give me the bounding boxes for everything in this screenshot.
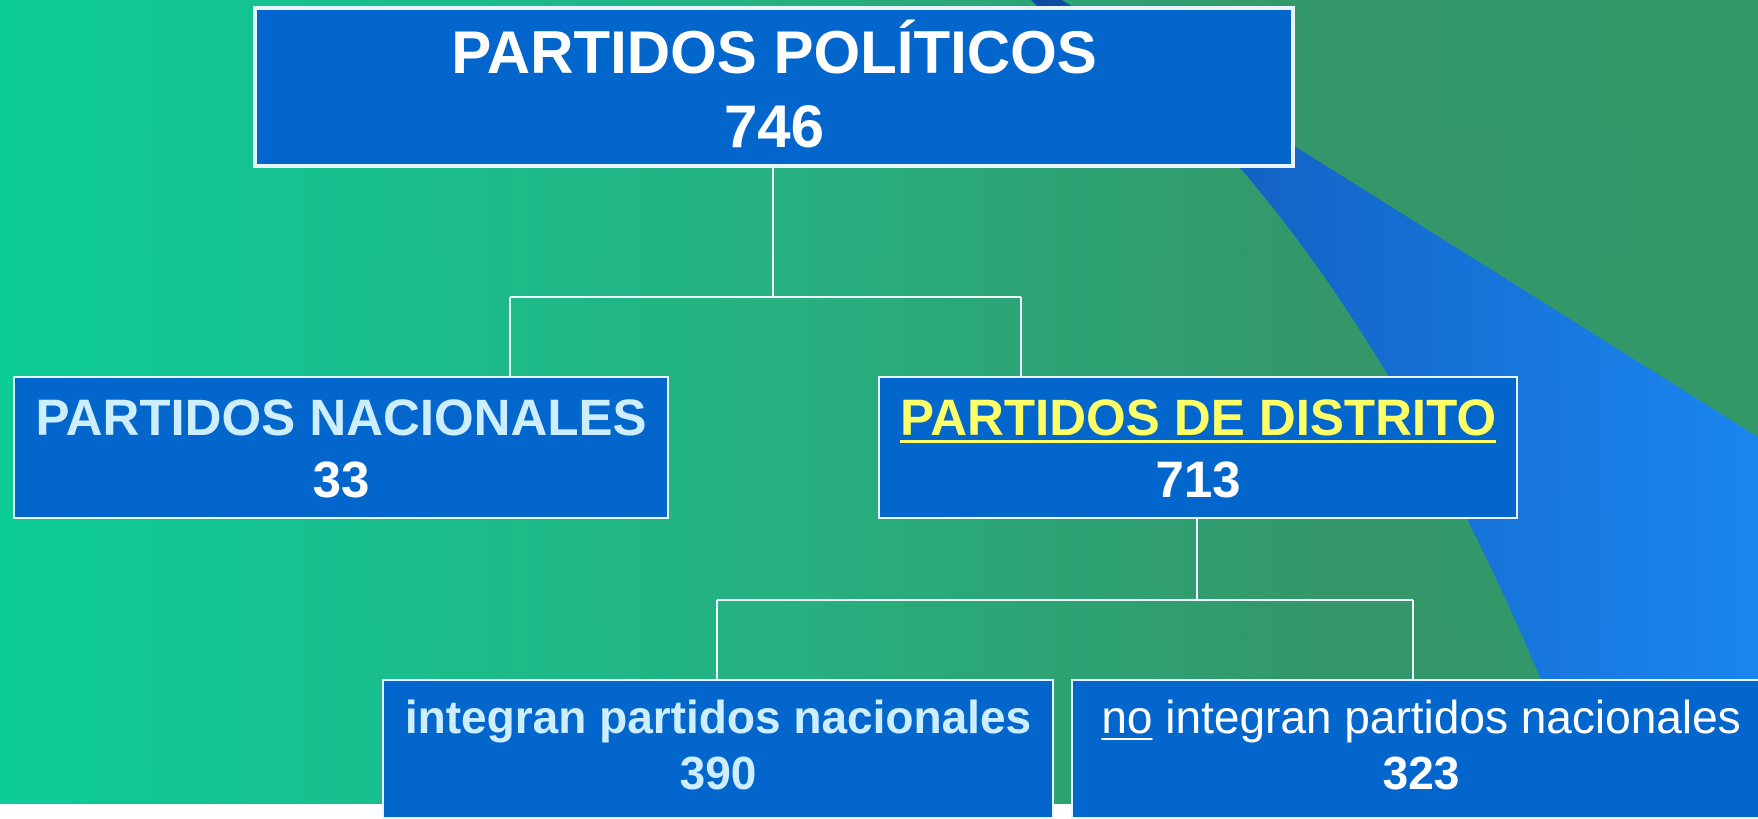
node-label-emphasis: no	[1101, 691, 1153, 743]
node-value: 713	[1155, 451, 1241, 508]
node-value: 746	[723, 93, 825, 160]
node-label: PARTIDOS DE DISTRITO	[900, 389, 1496, 446]
node: no integran partidos nacionales 323	[1071, 679, 1758, 819]
node-label: PARTIDOS POLÍTICOS	[451, 19, 1097, 86]
node-label: integran partidos nacionales	[1165, 691, 1741, 743]
swoosh	[1031, 0, 1758, 804]
node: PARTIDOS POLÍTICOS 746	[253, 6, 1295, 168]
connectors	[509, 168, 1414, 679]
node-value: 323	[1382, 747, 1460, 799]
node-label: PARTIDOS NACIONALES	[35, 389, 647, 446]
node-value: 33	[312, 451, 370, 508]
node: PARTIDOS NACIONALES 33	[13, 376, 669, 519]
node-label: integran partidos nacionales	[404, 691, 1032, 743]
connector	[716, 519, 1414, 679]
node: integran partidos nacionales 390	[382, 679, 1054, 819]
connector	[509, 168, 1022, 376]
node-value: 390	[679, 747, 757, 799]
node: PARTIDOS DE DISTRITO 713	[878, 376, 1518, 519]
